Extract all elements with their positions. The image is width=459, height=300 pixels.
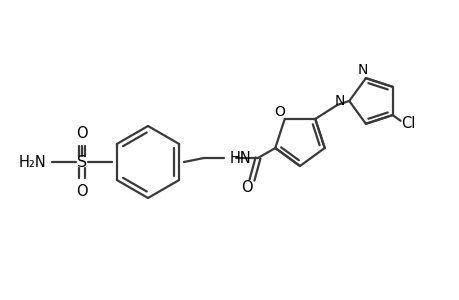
Text: N: N bbox=[334, 94, 345, 108]
Text: S: S bbox=[77, 154, 87, 169]
Text: HN: HN bbox=[230, 151, 251, 166]
Text: O: O bbox=[241, 181, 252, 196]
Text: N: N bbox=[357, 63, 368, 76]
Text: O: O bbox=[76, 125, 88, 140]
Text: Cl: Cl bbox=[400, 116, 414, 131]
Text: O: O bbox=[76, 184, 88, 199]
Text: H₂N: H₂N bbox=[18, 154, 46, 169]
Text: O: O bbox=[274, 106, 285, 119]
